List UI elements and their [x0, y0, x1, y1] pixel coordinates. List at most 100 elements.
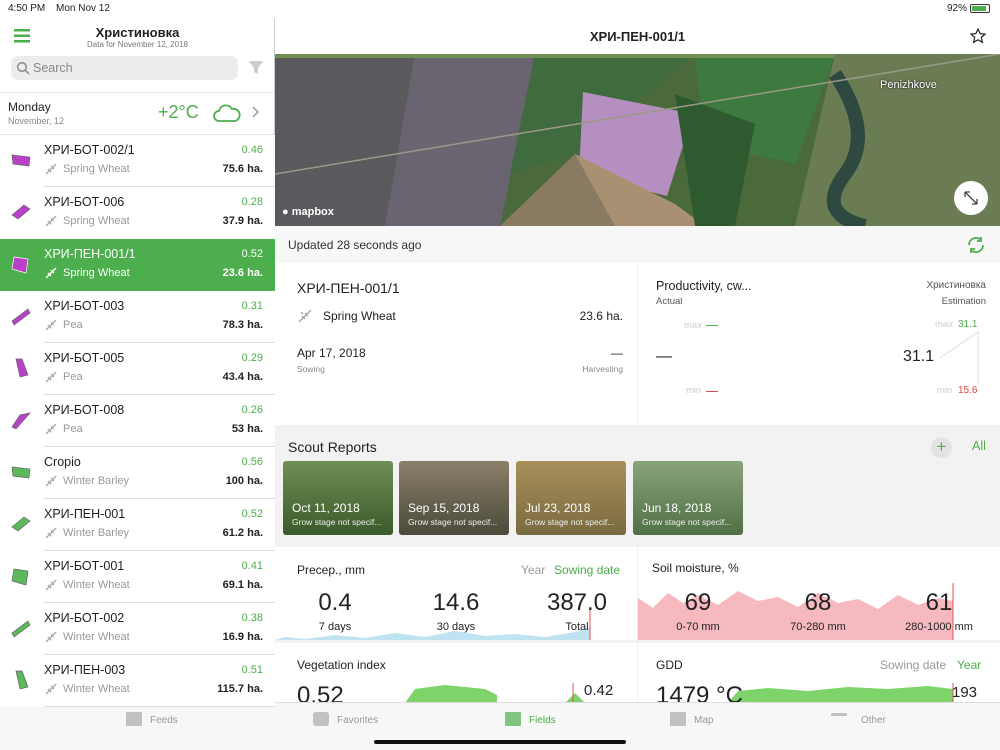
tab-label[interactable]: Fields: [529, 715, 556, 726]
field-row[interactable]: ХРИ-БОТ-002 Winter Wheat 0.38 16.9 ha.: [0, 603, 275, 655]
stat-label: Total: [565, 621, 589, 633]
tab-label[interactable]: Feeds: [150, 715, 178, 726]
home-indicator: [374, 740, 626, 744]
crop-icon: [45, 579, 57, 591]
row-separator: [44, 342, 275, 343]
crop-icon: [45, 215, 57, 227]
report-date: Sep 15, 2018: [408, 501, 480, 515]
est-max-label: max: [935, 319, 953, 330]
menu-icon[interactable]: [14, 29, 30, 43]
stat-value: 69: [684, 589, 712, 616]
field-index: 0.56: [241, 456, 263, 468]
scout-photo[interactable]: Jul 23, 2018 Grow stage not specif...: [516, 461, 626, 535]
precip-tab-sowing[interactable]: Sowing date: [554, 563, 621, 577]
gdd-tab-year[interactable]: Year: [957, 658, 982, 672]
favorite-star[interactable]: [970, 28, 986, 44]
map-brand-text: mapbox: [291, 206, 334, 218]
precip-card: [275, 547, 637, 640]
field-area: 43.4 ha.: [222, 371, 263, 383]
field-shape: [11, 516, 31, 532]
scout-photo[interactable]: Oct 11, 2018 Grow stage not specif...: [283, 461, 393, 535]
field-row[interactable]: ХРИ-БОТ-002/1 Spring Wheat 0.46 75.6 ha.: [0, 135, 275, 187]
field-area: 23.6 ha.: [222, 267, 263, 279]
precip-title: Precep., mm: [297, 563, 366, 577]
expand-button[interactable]: [954, 181, 988, 215]
weather-temp: +2°C: [158, 102, 199, 122]
soil-sparkline: [638, 583, 954, 640]
tab-icon: [505, 712, 521, 726]
field-shape: [15, 358, 29, 378]
field-row[interactable]: ХРИ-ПЕН-003 Winter Wheat 0.51 115.7 ha.: [0, 655, 275, 707]
scout-photo[interactable]: Jun 18, 2018 Grow stage not specif...: [633, 461, 743, 535]
field-crop: Spring Wheat: [63, 163, 130, 175]
status-bar: [0, 0, 1000, 18]
tab-label[interactable]: Other: [861, 715, 887, 726]
field-area: 37.9 ha.: [222, 215, 263, 227]
info-card: [275, 263, 637, 425]
field-crop: Winter Wheat: [63, 631, 130, 643]
field-shape: [11, 412, 31, 430]
tab-label[interactable]: Map: [694, 715, 714, 726]
field-crop: Pea: [63, 423, 83, 435]
crop-icon: [45, 527, 57, 539]
field-index: 0.46: [241, 144, 263, 156]
field-row[interactable]: ХРИ-БОТ-005 Pea 0.29 43.4 ha.: [0, 343, 275, 395]
field-row[interactable]: ХРИ-БОТ-006 Spring Wheat 0.28 37.9 ha.: [0, 187, 275, 239]
field-row[interactable]: ХРИ-БОТ-003 Pea 0.31 78.3 ha.: [0, 291, 275, 343]
filter-icon[interactable]: [248, 60, 264, 76]
field-index: 0.52: [241, 248, 263, 260]
field-row[interactable]: ХРИ-БОТ-001 Winter Wheat 0.41 69.1 ha.: [0, 551, 275, 603]
est-max: 31.1: [958, 319, 978, 330]
tab-label[interactable]: Favorites: [337, 715, 379, 726]
field-row[interactable]: ХРИ-ПЕН-001/1 Spring Wheat 0.52 23.6 ha.: [0, 239, 275, 291]
field-shape: [15, 670, 29, 690]
field-shape: [11, 620, 31, 638]
refresh-icon[interactable]: [966, 236, 986, 254]
vegetation-sparkline: [405, 683, 585, 703]
estimation-value: 31.1: [903, 348, 935, 365]
productivity-card: [638, 263, 1000, 425]
field-row[interactable]: ХРИ-БОТ-008 Pea 0.26 53 ha.: [0, 395, 275, 447]
gdd-tab-sowing[interactable]: Sowing date: [880, 658, 947, 672]
actual-max: max: [684, 320, 702, 331]
stat-label: 280-1000 mm: [905, 621, 973, 633]
cloud-icon: [213, 104, 241, 122]
gdd-card: [638, 643, 1000, 703]
field-area: 115.7 ha.: [217, 683, 263, 695]
weather-day: Monday: [8, 100, 51, 114]
field-index: 0.51: [241, 664, 263, 676]
productivity-region: Христиновка: [926, 280, 986, 291]
precip-tab-year[interactable]: Year: [521, 563, 546, 577]
field-name: ХРИ-ПЕН-001/1: [44, 247, 136, 261]
scout-title: Scout Reports: [288, 439, 377, 455]
add-report[interactable]: +: [931, 437, 952, 458]
sowing-label: Sowing: [297, 364, 325, 374]
field-shape: [11, 256, 29, 274]
weather-row[interactable]: [0, 92, 275, 135]
report-date: Jun 18, 2018: [642, 501, 712, 515]
scout-photo[interactable]: Sep 15, 2018 Grow stage not specif...: [399, 461, 509, 535]
est-min: 15.6: [958, 385, 978, 396]
search-box[interactable]: [11, 56, 238, 80]
field-shape: [11, 154, 31, 167]
row-separator: [44, 186, 275, 187]
report-date: Oct 11, 2018: [292, 501, 360, 515]
tab-icon: [670, 712, 686, 726]
map[interactable]: [275, 54, 1000, 226]
harvest-date: —: [611, 346, 623, 360]
field-crop: Winter Wheat: [63, 579, 130, 591]
harvest-label: Harvesting: [582, 364, 623, 374]
field-row[interactable]: Cropio Winter Barley 0.56 100 ha.: [0, 447, 275, 499]
battery: 92%: [947, 3, 968, 14]
sidebar-title: Христиновка: [95, 25, 180, 40]
max-line: [706, 325, 718, 326]
field-row[interactable]: ХРИ-ПЕН-001 Winter Barley 0.52 61.2 ha.: [0, 499, 275, 551]
field-area: 53 ha.: [231, 423, 263, 435]
field-name: ХРИ-БОТ-005: [44, 351, 125, 365]
detail-title: ХРИ-ПЕН-001/1: [589, 29, 686, 44]
scout-all[interactable]: All: [972, 439, 986, 453]
stat-value: 14.6: [432, 589, 480, 616]
field-index: 0.29: [241, 352, 263, 364]
gdd-last: 193: [952, 684, 978, 701]
